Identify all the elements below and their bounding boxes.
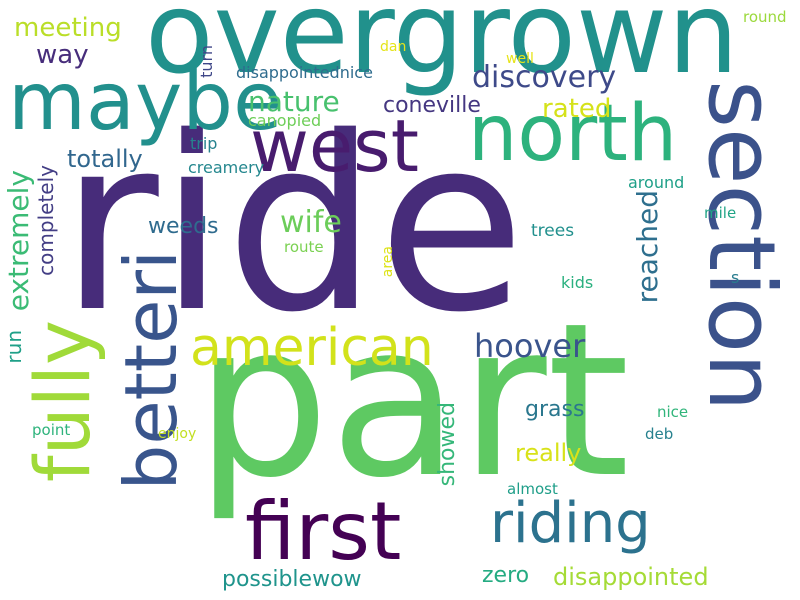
word-betteri: betteri [109, 250, 193, 491]
word-reached: reached [631, 190, 664, 304]
word-hoover: hoover [474, 327, 586, 365]
word-extremely: extremely [2, 170, 35, 312]
word-west: west [250, 104, 419, 188]
word-meeting: meeting [14, 13, 122, 43]
word-mile: mile [704, 204, 737, 222]
word-section: section [688, 80, 795, 412]
word-discovery: discovery [472, 60, 617, 95]
word-enjoy: enjoy [158, 426, 197, 442]
word-completely: completely [34, 165, 58, 276]
word-coneville: coneville [383, 93, 481, 118]
word-wife: wife [280, 205, 342, 240]
word-well: well [506, 51, 534, 67]
word-disappointed: disappointed [553, 563, 709, 591]
word-kids: kids [561, 273, 594, 292]
word-round: round [743, 8, 787, 26]
word-canopied: canopied [248, 111, 322, 130]
word-american: american [190, 318, 434, 378]
word-almost: almost [507, 480, 558, 498]
word-overgrown: overgrown [145, 0, 739, 99]
word-maybe: maybe [8, 55, 283, 148]
word-trip: trip [190, 134, 218, 153]
word-turn: turn [197, 45, 216, 78]
word-nice: nice [657, 403, 689, 421]
word-possiblewow: possiblewow [222, 567, 362, 592]
word-way: way [36, 40, 89, 70]
word-totally: totally [67, 145, 143, 173]
word-disappointednice: disappointednice [236, 63, 373, 82]
word-deb: deb [645, 425, 674, 443]
word-area: area [380, 246, 396, 278]
word-trees: trees [531, 221, 575, 241]
word-around: around [628, 173, 685, 192]
word-rated: rated [542, 94, 612, 124]
word-riding: riding [490, 491, 651, 556]
word-zero: zero [482, 563, 530, 588]
word-dan: dan [380, 39, 407, 55]
word-run: run [2, 330, 26, 364]
word-nature: nature [248, 85, 340, 118]
word-really: really [515, 439, 582, 467]
word-north: north [468, 89, 678, 179]
word-s: s [731, 268, 740, 287]
word-creamery: creamery [188, 158, 265, 177]
word-first: first [245, 485, 402, 578]
word-showed: showed [435, 402, 460, 487]
word-fully: fully [18, 320, 107, 483]
word-ride: ride [60, 85, 526, 365]
word-grass: grass [525, 397, 585, 422]
word-weeds: weeds [148, 214, 219, 239]
word-point: point [32, 421, 71, 439]
word-route: route [284, 238, 324, 256]
word-part: part [195, 277, 630, 524]
